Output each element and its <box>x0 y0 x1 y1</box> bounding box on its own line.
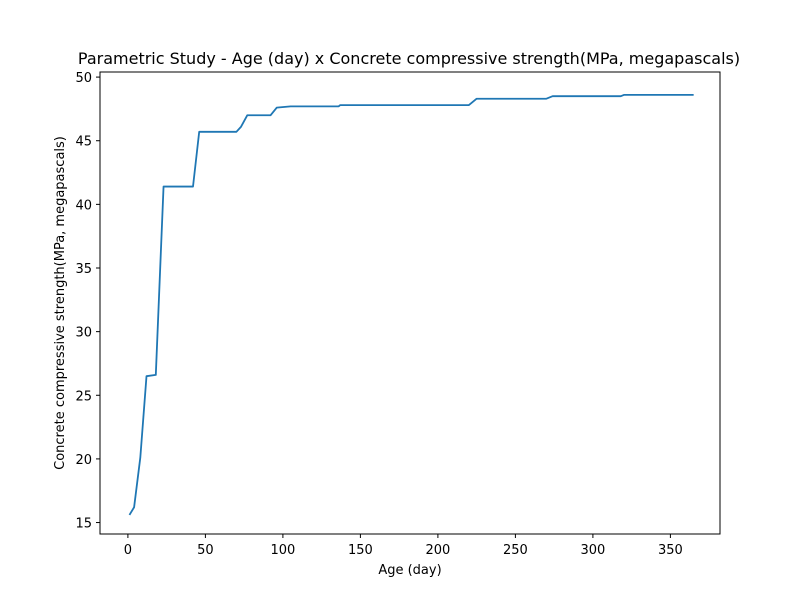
x-tick-label: 300 <box>580 543 605 558</box>
x-tick-label: 0 <box>124 543 132 558</box>
x-tick-label: 200 <box>425 543 450 558</box>
y-tick-label: 35 <box>75 262 92 277</box>
y-tick-label: 15 <box>75 517 92 532</box>
chart-title: Parametric Study - Age (day) x Concrete … <box>78 49 740 68</box>
x-tick-label: 250 <box>503 543 528 558</box>
x-tick-label: 100 <box>270 543 295 558</box>
series-line <box>128 94 694 516</box>
y-tick-label: 20 <box>75 453 92 468</box>
x-tick-label: 50 <box>197 543 214 558</box>
x-axis-label: Age (day) <box>378 563 441 578</box>
plot-frame <box>99 71 721 535</box>
y-axis-label: Concrete compressive strength(MPa, megap… <box>53 136 68 470</box>
x-axis: 0 50 100 150 200 250 300 350 <box>124 534 683 558</box>
x-tick-label: 350 <box>658 543 683 558</box>
y-tick-label: 40 <box>75 198 92 213</box>
y-tick-label: 25 <box>75 389 92 404</box>
y-tick-label: 50 <box>75 71 92 86</box>
x-tick-label: 150 <box>348 543 373 558</box>
y-tick-label: 30 <box>75 326 92 341</box>
y-axis: 15 20 25 30 35 40 45 50 <box>75 71 100 532</box>
y-tick-label: 45 <box>75 135 92 150</box>
plot-area <box>128 94 694 516</box>
